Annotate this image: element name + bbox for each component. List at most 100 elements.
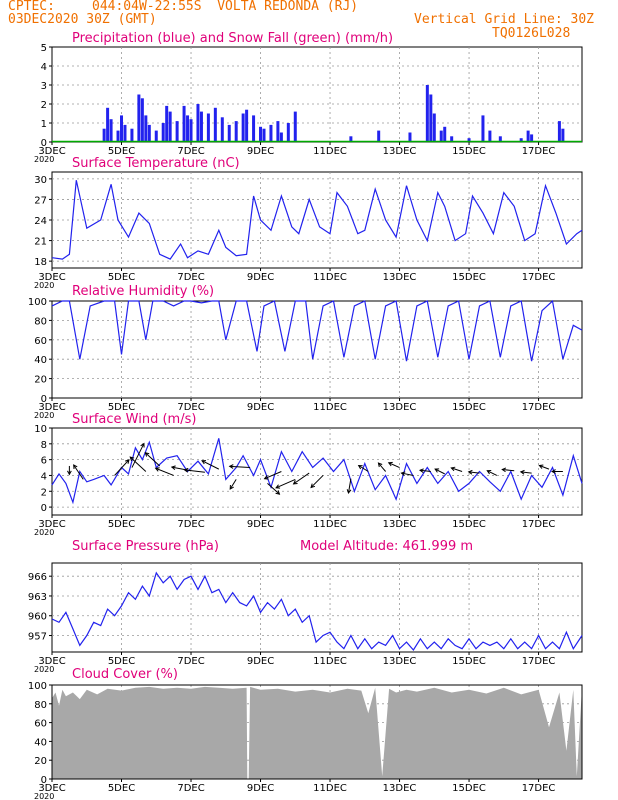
- precip-bar: [526, 130, 530, 142]
- x-tick-label: 15DEC: [452, 402, 486, 413]
- y-tick-label: 80: [34, 316, 47, 327]
- y-tick-label: 40: [34, 737, 47, 748]
- cloud-cover-area: [52, 686, 582, 779]
- y-tick-label: 21: [34, 237, 47, 248]
- panel-title: Surface Pressure (hPa): [72, 539, 219, 554]
- precip-bar: [120, 115, 124, 142]
- header-agency: CPTEC:: [8, 0, 55, 14]
- y-tick-label: 24: [34, 216, 47, 227]
- precip-bar: [213, 107, 217, 142]
- wind-arrow-head: [170, 465, 176, 471]
- wind-arrow-head: [229, 484, 234, 490]
- panel-frame: [51, 300, 583, 399]
- precip-bar: [245, 109, 249, 142]
- wind-arrow: [155, 467, 174, 476]
- wind-arrow: [131, 443, 145, 468]
- wind-arrow-head: [154, 467, 160, 472]
- x-tick-label: 5DEC: [108, 402, 135, 413]
- y-tick-label: 0: [41, 138, 47, 149]
- year-label: 2020: [34, 411, 54, 420]
- x-tick-label: 7DEC: [177, 519, 204, 530]
- wind-arrow: [502, 469, 515, 472]
- wind-arrow-head: [275, 490, 281, 495]
- x-tick-label: 11DEC: [313, 402, 347, 413]
- precip-bar: [259, 126, 263, 142]
- wind-arrow-head: [486, 470, 492, 475]
- wind-arrow-head: [201, 460, 207, 465]
- wind-arrow: [201, 460, 220, 470]
- y-tick-label: 966: [28, 572, 47, 583]
- x-tick-label: 11DEC: [313, 783, 347, 794]
- wind-arrow-head: [125, 459, 130, 464]
- precip-bar: [286, 123, 290, 142]
- wind-arrow: [358, 465, 369, 472]
- x-tick-label: 5DEC: [108, 519, 135, 530]
- wind-arrow-head: [275, 484, 281, 489]
- precip-bar: [561, 128, 565, 142]
- wind-arrow-head: [67, 470, 72, 476]
- panel-frame: [51, 562, 583, 653]
- precip-bar: [279, 132, 283, 142]
- wind-arrow-head: [400, 471, 406, 477]
- y-tick-label: 60: [34, 336, 47, 347]
- wind-arrow-head: [450, 466, 456, 472]
- y-tick-label: 4: [41, 62, 47, 73]
- panel-title: Surface Temperature (nC): [72, 156, 240, 171]
- x-tick-label: 3DEC: [38, 519, 65, 530]
- x-tick-label: 3DEC: [38, 272, 65, 283]
- y-tick-label: 100: [28, 681, 47, 692]
- precip-bar: [168, 111, 172, 142]
- precip-bar: [269, 124, 273, 142]
- y-tick-label: 2: [41, 100, 47, 111]
- y-tick-label: 80: [34, 700, 47, 711]
- wind-arrow-head: [263, 475, 269, 480]
- precip-bar: [276, 121, 280, 142]
- wind-arrow-head: [387, 461, 393, 467]
- x-tick-label: 15DEC: [452, 519, 486, 530]
- header-run: 03DEC2020 30Z (GMT): [8, 12, 157, 27]
- precip-bar: [425, 85, 429, 142]
- wind-arrow-head: [551, 469, 556, 474]
- x-tick-label: 3DEC: [38, 783, 65, 794]
- x-tick-label: 9DEC: [247, 519, 274, 530]
- wind-arrow: [184, 469, 205, 473]
- panel-title: Cloud Cover (%): [72, 667, 178, 682]
- wind-arrow-head: [129, 456, 135, 462]
- panel-title: Surface Wind (m/s): [72, 412, 196, 427]
- x-tick-label: 13DEC: [383, 146, 417, 157]
- x-tick-label: 9DEC: [247, 656, 274, 667]
- wind-arrow-head: [519, 469, 525, 475]
- precip-bar: [443, 126, 447, 142]
- y-tick-label: 100: [28, 297, 47, 308]
- precip-bar: [408, 132, 412, 142]
- precip-bar: [182, 105, 186, 142]
- x-tick-label: 7DEC: [177, 783, 204, 794]
- y-tick-label: 963: [28, 592, 47, 603]
- x-tick-label: 9DEC: [247, 783, 274, 794]
- series-line: [51, 571, 583, 652]
- x-tick-label: 15DEC: [452, 146, 486, 157]
- precip-bar: [123, 124, 127, 142]
- y-tick-label: 20: [34, 756, 47, 767]
- wind-arrow-head: [377, 462, 383, 468]
- precip-bar: [175, 121, 179, 142]
- x-tick-label: 5DEC: [108, 656, 135, 667]
- precip-bar: [234, 121, 238, 142]
- x-tick-label: 13DEC: [383, 783, 417, 794]
- wind-arrow: [114, 459, 130, 476]
- precip-bar: [227, 124, 231, 142]
- wind-arrow: [73, 464, 84, 480]
- year-label: 2020: [34, 528, 54, 537]
- x-tick-label: 11DEC: [313, 272, 347, 283]
- series-line: [51, 180, 583, 260]
- y-tick-label: 4: [41, 471, 47, 482]
- wind-arrow-head: [292, 480, 298, 485]
- series-line: [51, 299, 583, 362]
- model-altitude-label: Model Altitude: 461.999 m: [300, 539, 473, 554]
- wind-arrow: [275, 478, 296, 489]
- header-model-code: TQ0126L028: [492, 26, 571, 41]
- x-tick-label: 17DEC: [522, 783, 556, 794]
- y-tick-label: 18: [34, 257, 47, 268]
